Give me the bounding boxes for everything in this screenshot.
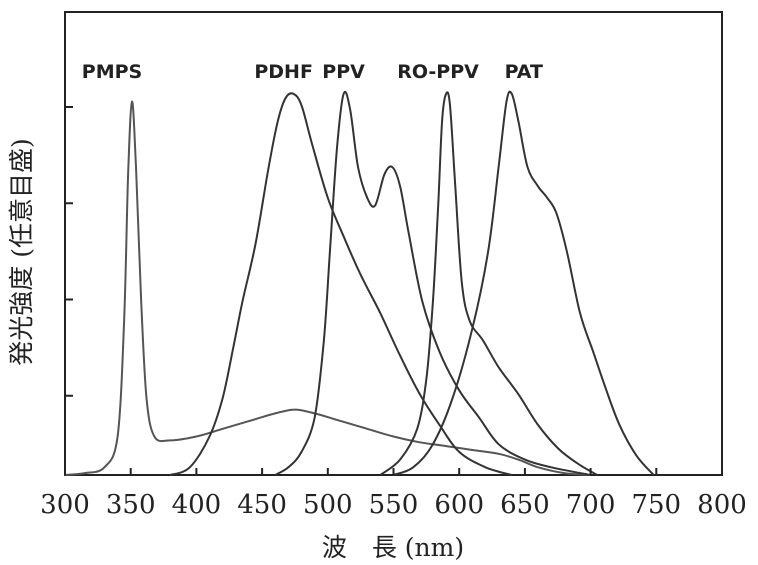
x-tick-label: 800 bbox=[697, 490, 747, 520]
series-line-pdhf bbox=[169, 92, 513, 476]
x-axis-title: 波 長 (nm) bbox=[322, 533, 464, 562]
x-tick-label: 350 bbox=[106, 490, 156, 520]
series-label-pmps: PMPS bbox=[82, 61, 142, 83]
series-label-pat: PAT bbox=[505, 61, 543, 83]
x-tick-label: 300 bbox=[40, 490, 90, 520]
x-tick-label: 450 bbox=[237, 490, 287, 520]
plot-frame bbox=[64, 11, 723, 476]
x-tick-label: 650 bbox=[500, 490, 550, 520]
y-ticks bbox=[65, 106, 73, 397]
series-layer bbox=[64, 90, 655, 476]
x-tick-label: 600 bbox=[434, 490, 484, 520]
series-label-ppv: PPV bbox=[322, 61, 365, 83]
series-line-ppv bbox=[274, 90, 591, 476]
series-labels: PMPS PDHF PPV RO-PPV PAT bbox=[82, 61, 543, 83]
series-line-pat bbox=[393, 90, 655, 476]
series-label-ro-ppv: RO-PPV bbox=[397, 61, 479, 83]
series-line-ro-ppv bbox=[379, 91, 598, 476]
series-label-pdhf: PDHF bbox=[254, 61, 313, 83]
series-line-pmps bbox=[64, 100, 591, 476]
x-tick-label: 550 bbox=[369, 490, 419, 520]
x-tick-label: 700 bbox=[566, 490, 616, 520]
x-tick-label: 750 bbox=[631, 490, 681, 520]
x-ticks: 300 350 400 450 500 550 600 650 700 750 800 bbox=[40, 468, 747, 520]
x-tick-label: 500 bbox=[303, 490, 353, 520]
y-axis-title: 発光強度 (任意目盛) bbox=[7, 138, 36, 365]
x-tick-label: 400 bbox=[172, 490, 222, 520]
